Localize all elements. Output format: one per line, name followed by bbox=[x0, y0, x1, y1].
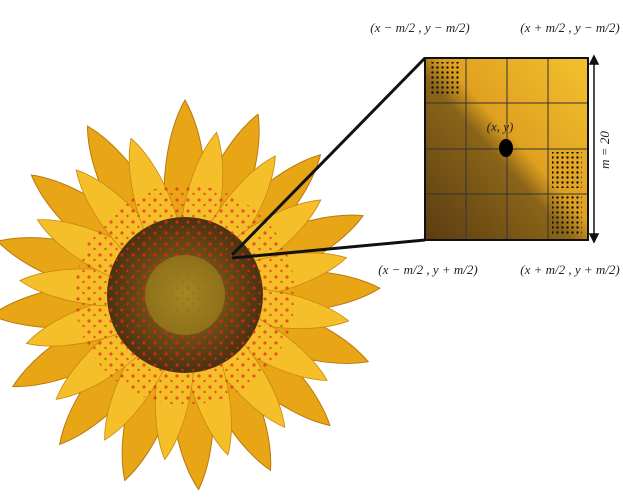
corner-label: (x − m/2 , y − m/2) bbox=[370, 20, 470, 35]
center-label: (x, y) bbox=[487, 119, 514, 134]
corner-label: (x + m/2 , y − m/2) bbox=[520, 20, 620, 35]
size-label: m = 20 bbox=[597, 131, 612, 169]
diagram: (x − m/2 , y − m/2) (x + m/2 , y − m/2) … bbox=[0, 0, 623, 501]
sunflower bbox=[0, 100, 381, 491]
corner-label: (x + m/2 , y + m/2) bbox=[520, 262, 620, 277]
corner-label: (x − m/2 , y + m/2) bbox=[378, 262, 478, 277]
zoom-window bbox=[425, 58, 588, 240]
